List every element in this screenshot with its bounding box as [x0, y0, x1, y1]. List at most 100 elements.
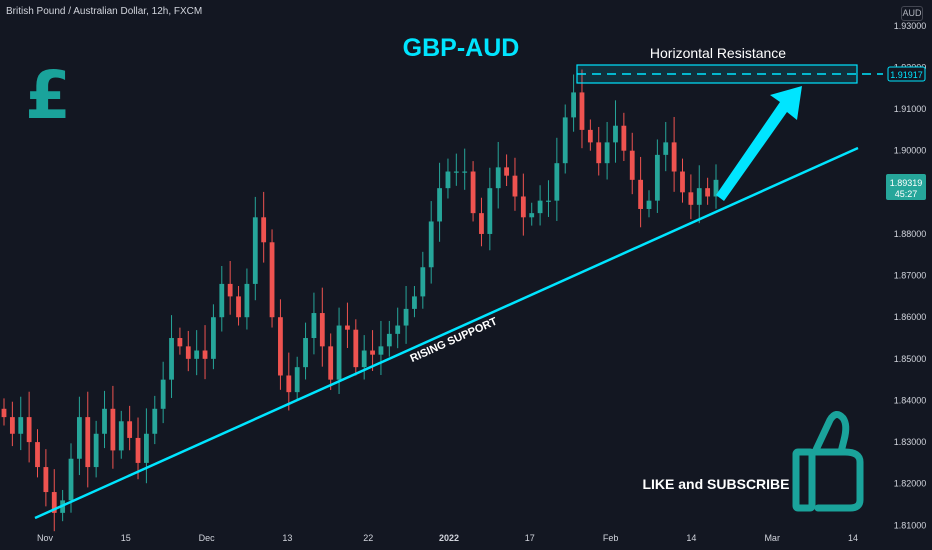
time-tick-label: 14 [848, 533, 858, 543]
candle-body [445, 171, 451, 189]
candle-body [579, 92, 585, 130]
support-label: RISING SUPPORT [408, 315, 499, 365]
candle-body [654, 154, 660, 201]
price-tick-label: 1.93000 [894, 21, 927, 31]
current-price-value: 1.89319 [890, 178, 923, 188]
candle-body [462, 171, 468, 173]
candle-body [202, 350, 208, 359]
candle-body [194, 350, 200, 359]
candle-body [169, 338, 174, 380]
candle-body [512, 175, 518, 197]
candle-body [127, 421, 133, 438]
time-tick-label: Nov [37, 533, 54, 543]
candle-body [621, 125, 627, 151]
candle-body [361, 350, 367, 368]
candle-body [336, 325, 342, 380]
bar-countdown: 45:27 [895, 189, 918, 199]
candle-body [269, 242, 275, 318]
price-tick-label: 1.85000 [894, 354, 927, 364]
candle-body [43, 467, 49, 493]
candle-body [638, 179, 644, 209]
candle-body [1, 408, 7, 418]
candle-body [51, 492, 57, 513]
candle-body [219, 283, 225, 318]
candle-body [529, 213, 535, 218]
price-axis[interactable]: 1.930001.920001.910001.900001.890001.880… [894, 21, 927, 531]
price-tick-label: 1.86000 [894, 312, 927, 322]
candle-body [420, 267, 426, 297]
candle-body [353, 329, 359, 368]
candle-body [152, 408, 158, 434]
current-price-tag [886, 174, 926, 200]
candle-body [613, 125, 618, 143]
candle-body [227, 283, 233, 297]
candle-body [705, 188, 711, 197]
symbol-info[interactable]: British Pound / Australian Dollar, 12h, … [6, 6, 203, 17]
candle-body [646, 200, 652, 209]
time-tick-label: 13 [282, 533, 292, 543]
candle-body [546, 200, 551, 202]
candle-body [278, 317, 283, 376]
time-tick-label: 17 [525, 533, 535, 543]
candle-body [395, 325, 401, 334]
pound-sign-icon: £ [25, 57, 71, 134]
cta-label: LIKE and SUBSCRIBE [642, 476, 789, 492]
candle-body [76, 417, 82, 459]
time-axis[interactable]: Nov 15 Dec 13 22 2022 17 Feb 14 Mar 14 [37, 533, 858, 543]
resistance-label: Horizontal Resistance [650, 45, 786, 61]
candles-layer [1, 69, 719, 532]
candle-body [244, 283, 250, 318]
candle-body [663, 142, 669, 155]
rising-support-line [34, 146, 859, 520]
currency-badge[interactable]: AUD [901, 6, 923, 21]
candle-body [18, 417, 24, 434]
candle-body [185, 346, 191, 359]
candle-body [35, 442, 40, 468]
candle-body [537, 200, 543, 214]
candle-body [453, 171, 459, 173]
candle-body [428, 221, 434, 268]
time-tick-label: 14 [686, 533, 696, 543]
candle-body [118, 421, 124, 451]
candle-body [370, 350, 375, 355]
candle-body [604, 142, 610, 164]
projection-arrow [716, 86, 802, 201]
resistance-price-tag [887, 66, 926, 82]
candle-body [713, 179, 719, 197]
candle-body [562, 117, 568, 164]
candle-body [403, 308, 409, 326]
candle-body [135, 437, 141, 463]
candle-body [495, 167, 501, 189]
time-tick-label: Mar [764, 533, 780, 543]
candle-body [311, 313, 317, 339]
candle-body [629, 150, 635, 180]
time-tick-label: Dec [199, 533, 216, 543]
chart-title: GBP-AUD [403, 34, 520, 62]
thumbs-up-icon [792, 411, 864, 512]
candle-body [680, 171, 685, 193]
candle-body [160, 379, 166, 409]
candle-body [252, 217, 258, 284]
price-tick-label: 1.88000 [894, 229, 927, 239]
candle-body [328, 346, 334, 380]
candle-body [345, 325, 350, 330]
candle-body [261, 217, 267, 243]
candle-body [144, 433, 149, 463]
candle-body [9, 417, 15, 434]
candle-body [236, 296, 241, 318]
candle-body [177, 338, 183, 347]
candle-body [504, 167, 509, 176]
candle-body [688, 192, 694, 205]
price-tick-label: 1.91000 [894, 104, 927, 114]
price-tick-label: 1.90000 [894, 146, 927, 156]
price-tick-label: 1.81000 [894, 520, 927, 530]
candle-body [437, 188, 442, 222]
candle-body [671, 142, 677, 172]
candle-body [286, 375, 292, 393]
candle-body [85, 417, 91, 468]
candle-body [571, 92, 576, 118]
candle-body [303, 338, 308, 368]
candle-body [412, 296, 417, 309]
